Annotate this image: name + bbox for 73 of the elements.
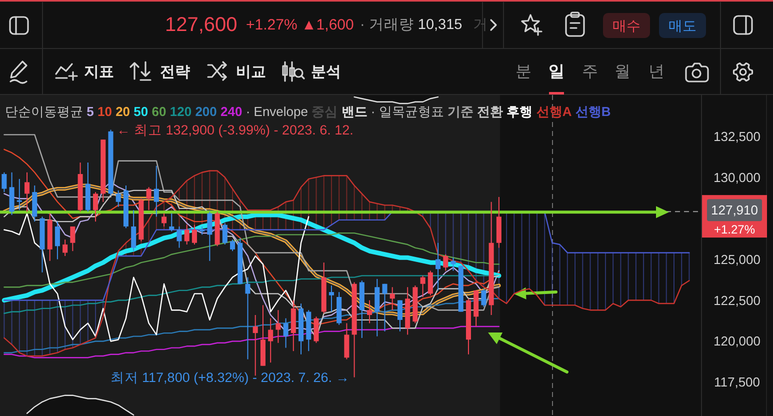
text: 거 [473, 17, 488, 33]
candlestick [93, 192, 98, 222]
annotation: · 일목균형표 [370, 104, 444, 118]
text: 분 [516, 64, 532, 80]
text: · 거래량 10,315 [360, 17, 462, 33]
candlestick [428, 270, 433, 296]
text: 50 [134, 104, 148, 118]
text: 240 [220, 104, 242, 118]
candlestick [397, 300, 402, 332]
text: 후행 [506, 104, 533, 118]
text: 전략 [160, 64, 190, 80]
y-tick-label: 130,000 [714, 170, 760, 185]
line-series [2, 212, 502, 303]
candlestick [276, 310, 281, 344]
candlestick [54, 221, 60, 260]
button: 매수 [603, 13, 650, 38]
candlestick [390, 286, 395, 311]
candlestick [481, 288, 486, 308]
text: 분석 [311, 64, 341, 80]
candlestick [367, 300, 372, 324]
y-tick-label: 117,500 [714, 374, 760, 390]
candlestick [450, 257, 456, 272]
candlestick [436, 242, 441, 291]
text: 지표 [84, 64, 114, 80]
text: 200 [195, 104, 217, 118]
text: 주 [582, 64, 598, 80]
text: +1.27% [714, 222, 756, 237]
candlestick [314, 316, 319, 344]
y-tick-label: 132,500 [714, 128, 760, 144]
annotation: · Envelope [246, 104, 308, 118]
series-label: 밴드 [341, 104, 368, 118]
candlestick [382, 283, 388, 332]
candlestick [230, 239, 236, 252]
text: 전환 [477, 104, 504, 118]
candlestick [283, 318, 288, 348]
candlestick [328, 285, 334, 312]
text: 년 [648, 64, 664, 80]
candlestick [146, 186, 152, 211]
candlestick [16, 178, 22, 211]
annotation: 최저 117,800 (+8.32%) - 2023. 7. 26. → [110, 370, 350, 385]
candlestick [2, 172, 7, 193]
text: 60 [152, 104, 166, 118]
candlestick [24, 172, 30, 212]
line-series [4, 275, 500, 314]
y-tick-label: 125,000 [714, 252, 760, 267]
ref-line-label: 127,910 [711, 202, 758, 218]
text: 비교 [236, 64, 266, 80]
candlestick [116, 190, 121, 208]
text: 10 [97, 104, 112, 118]
text: 20 [116, 104, 130, 118]
candlestick [344, 322, 350, 360]
text: 일 [548, 64, 564, 80]
y-tick-label: 120,000 [714, 334, 760, 349]
candlestick [245, 276, 250, 360]
candlestick [62, 239, 68, 256]
chart-subtitle: +1.27% ▲1,600 [246, 16, 354, 34]
text: 5 [86, 104, 94, 118]
line-series [4, 212, 310, 342]
text: 선행A [536, 104, 572, 118]
text: 120 [170, 104, 192, 118]
line-series [4, 298, 500, 354]
y-tick-label: 122,500 [714, 292, 760, 308]
text: 선행B [575, 104, 611, 118]
annotation: ← 최고 132,900 (-3.99%) - 2023. 6. 12. [116, 122, 354, 138]
candlestick [70, 226, 76, 252]
annotation: 단순이동평균 [5, 104, 83, 118]
candlestick [420, 275, 426, 298]
text: 월 [614, 64, 630, 80]
chart-title: 127,600 [165, 14, 238, 36]
candlestick [252, 314, 258, 376]
candlestick [268, 318, 274, 364]
text: 기준 [447, 104, 474, 118]
button: 매도 [659, 13, 706, 38]
